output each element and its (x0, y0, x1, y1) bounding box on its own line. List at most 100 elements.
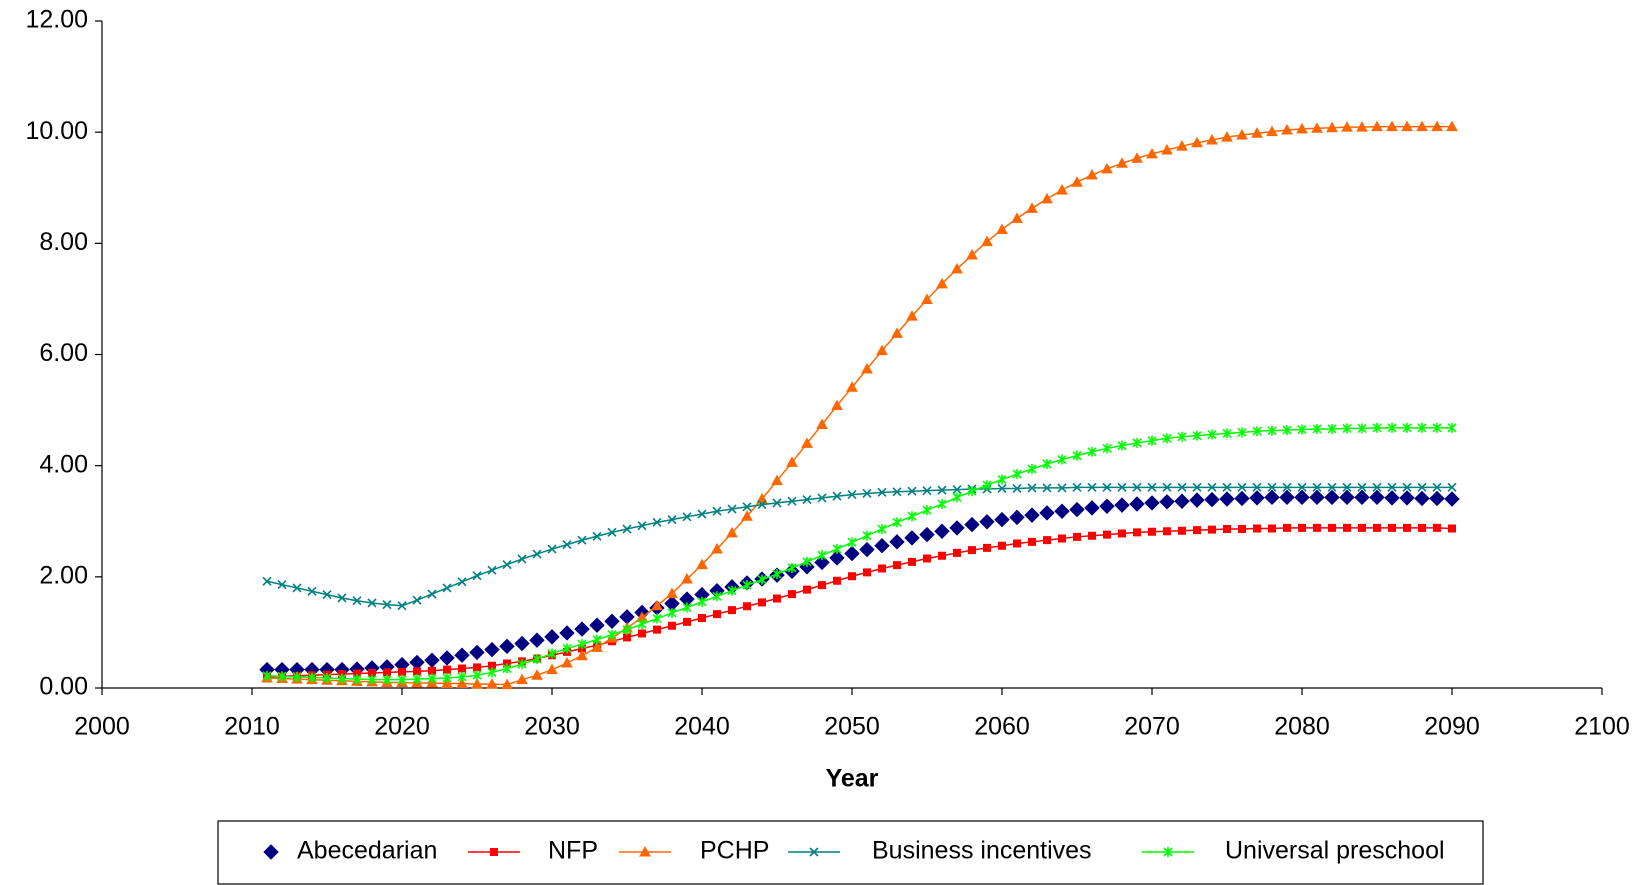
marker (997, 483, 1007, 494)
marker (652, 517, 662, 527)
marker (878, 564, 886, 573)
marker (757, 574, 767, 585)
marker (529, 632, 545, 648)
marker (531, 669, 543, 680)
marker (1446, 120, 1458, 132)
marker (562, 540, 572, 550)
x-tick-label: 2000 (74, 713, 130, 741)
marker (457, 577, 467, 587)
marker (876, 344, 888, 356)
marker (682, 602, 692, 613)
marker (1012, 469, 1022, 480)
marker (712, 591, 722, 602)
marker (1298, 523, 1306, 532)
marker (1267, 482, 1277, 492)
marker (1174, 493, 1190, 509)
marker (1043, 536, 1051, 545)
marker (1159, 494, 1175, 510)
marker (1237, 427, 1247, 438)
marker (1189, 492, 1205, 508)
marker (1312, 482, 1322, 492)
marker (589, 617, 605, 633)
marker (936, 277, 948, 289)
marker (412, 674, 422, 685)
x-axis-label: Year (826, 765, 879, 793)
marker (938, 551, 946, 560)
marker (1132, 482, 1142, 492)
marker (1373, 523, 1381, 532)
marker (544, 629, 560, 645)
marker (1414, 490, 1430, 507)
marker (337, 673, 347, 684)
marker (848, 572, 856, 581)
marker (1387, 422, 1397, 433)
marker (891, 327, 903, 338)
marker (1147, 482, 1157, 492)
marker (1402, 482, 1412, 492)
marker (1401, 120, 1413, 132)
marker (951, 262, 963, 274)
marker (382, 674, 392, 685)
marker (439, 650, 455, 666)
marker (442, 583, 452, 593)
marker (471, 678, 483, 689)
marker (502, 560, 512, 570)
marker (577, 639, 587, 650)
marker (1039, 505, 1055, 521)
marker (619, 609, 635, 625)
marker (831, 399, 843, 411)
marker (1013, 539, 1021, 548)
marker (1342, 423, 1352, 434)
marker (1357, 423, 1367, 434)
marker (1024, 507, 1040, 523)
marker (322, 590, 332, 600)
marker (653, 625, 661, 634)
marker (1176, 140, 1188, 151)
marker (787, 496, 797, 506)
marker (1313, 523, 1321, 532)
marker (1101, 162, 1113, 174)
marker (996, 223, 1008, 234)
marker (1267, 425, 1277, 436)
marker (591, 641, 603, 652)
legend-marker (639, 845, 651, 857)
legend-label: Universal preschool (1225, 837, 1445, 865)
marker (1387, 482, 1397, 492)
marker (1054, 503, 1070, 519)
marker (919, 526, 935, 543)
marker (682, 512, 692, 522)
marker (907, 486, 917, 496)
marker (1208, 525, 1216, 534)
legend-label: Business incentives (872, 837, 1092, 865)
marker (1087, 446, 1097, 457)
marker (441, 677, 453, 689)
marker (1058, 534, 1066, 543)
marker (934, 523, 950, 539)
legend-box (217, 820, 1484, 885)
marker (382, 600, 392, 610)
marker (592, 531, 602, 541)
marker (893, 561, 901, 570)
marker (1087, 482, 1097, 492)
marker (1236, 128, 1248, 140)
marker (1399, 490, 1415, 506)
marker (307, 586, 317, 596)
marker (847, 490, 857, 500)
marker (1147, 435, 1157, 446)
legend-label: PCHP (700, 837, 769, 865)
marker (1103, 530, 1111, 539)
marker (307, 672, 317, 683)
marker (1327, 423, 1337, 434)
marker (742, 580, 752, 591)
marker (322, 672, 332, 683)
marker (532, 654, 542, 665)
marker (517, 659, 527, 670)
marker (1326, 121, 1338, 133)
marker (817, 493, 827, 503)
marker (412, 595, 422, 605)
marker (1133, 528, 1141, 537)
marker (892, 517, 902, 528)
marker (1418, 523, 1426, 532)
marker (756, 492, 768, 504)
marker (1372, 482, 1382, 492)
